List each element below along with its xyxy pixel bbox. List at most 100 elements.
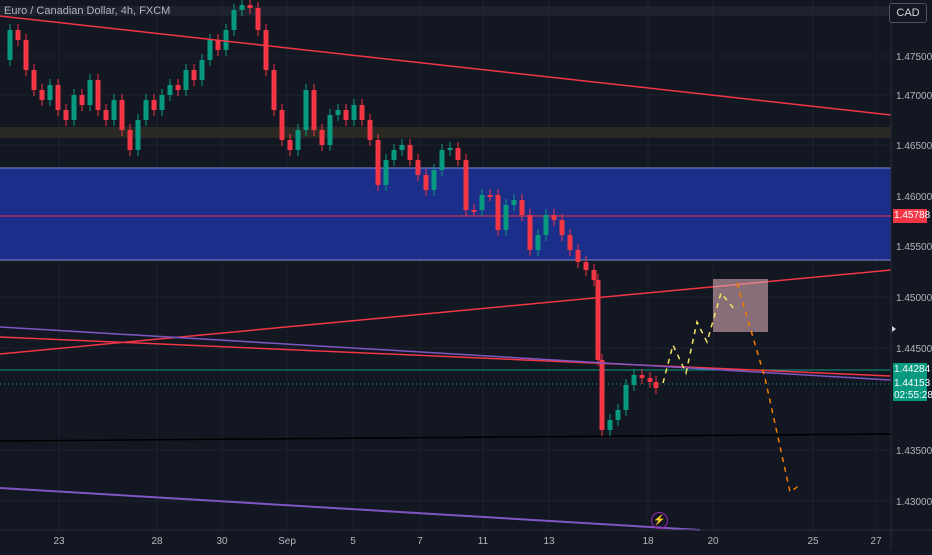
candle-body xyxy=(527,215,533,250)
candle-body xyxy=(119,100,125,130)
candle-body xyxy=(471,210,477,212)
candle-body xyxy=(343,110,349,120)
candle-body xyxy=(135,120,141,150)
time-tick-label: 25 xyxy=(807,536,819,547)
candle-body xyxy=(311,90,317,130)
candle-body xyxy=(23,40,29,70)
candles xyxy=(7,0,659,436)
candle-body xyxy=(199,60,205,80)
trendline-red-falling[interactable] xyxy=(0,336,892,377)
top-zone xyxy=(0,6,891,16)
candle-body xyxy=(159,95,165,110)
candle-body xyxy=(15,30,21,40)
candle-body xyxy=(567,235,573,250)
time-tick-label: 13 xyxy=(543,536,555,547)
price-tag-red: 1.45788 xyxy=(893,209,931,223)
target-box[interactable] xyxy=(713,279,768,332)
time-tick-label: 5 xyxy=(350,536,356,547)
price-tick-label: 1.45500 xyxy=(896,242,932,253)
candle-body xyxy=(399,145,405,150)
candle-body xyxy=(447,148,453,150)
candle-body xyxy=(623,385,629,410)
countdown-timer: 02:55:28 xyxy=(894,390,932,401)
flash-icon[interactable]: ⚡ xyxy=(651,512,668,529)
candle-body xyxy=(303,90,309,130)
candle-body xyxy=(255,8,261,30)
candle-body xyxy=(79,95,85,105)
candle-body xyxy=(519,200,525,215)
candle-body xyxy=(31,70,37,90)
candle-body xyxy=(607,420,613,430)
price-tick-label: 1.43500 xyxy=(896,446,932,457)
candle-body xyxy=(653,382,659,388)
price-tick-label: 1.44500 xyxy=(896,344,932,355)
trendline-purple-lower[interactable] xyxy=(0,487,701,531)
time-tick-label: 30 xyxy=(216,536,228,547)
candle-body xyxy=(535,235,541,250)
time-tick-label: 18 xyxy=(642,536,654,547)
candle-body xyxy=(151,100,157,110)
last-price-tag: 1.44153 02:55:28 xyxy=(893,377,932,401)
candle-body xyxy=(487,195,493,197)
candle-body xyxy=(71,95,77,120)
candle-body xyxy=(175,85,181,90)
candle-body xyxy=(215,40,221,50)
candle-body xyxy=(207,40,213,60)
time-tick-label: 28 xyxy=(151,536,163,547)
price-tick-label: 1.47500 xyxy=(896,52,932,63)
candle-body xyxy=(463,160,469,210)
candle-body xyxy=(279,110,285,140)
candle-body xyxy=(495,195,501,230)
price-tick-label: 1.46500 xyxy=(896,141,932,152)
blue-zone[interactable] xyxy=(0,168,891,260)
currency-button[interactable]: CAD xyxy=(889,3,927,23)
candle-body xyxy=(263,30,269,70)
candle-body xyxy=(143,100,149,120)
candle-body xyxy=(639,375,645,378)
candle-body xyxy=(595,280,601,360)
candle-body xyxy=(247,5,253,8)
candle-body xyxy=(63,110,69,120)
candle-body xyxy=(431,170,437,190)
candle-body xyxy=(383,160,389,185)
symbol-title[interactable]: Euro / Canadian Dollar, 4h, FXCM xyxy=(4,5,171,17)
scroll-arrow-icon[interactable] xyxy=(892,326,896,332)
candle-body xyxy=(103,110,109,120)
price-tag-green: 1.44284 xyxy=(893,363,931,377)
trendline-red-top[interactable] xyxy=(0,15,892,116)
projection-yellow[interactable] xyxy=(662,291,736,384)
price-tick-label: 1.46000 xyxy=(896,192,932,203)
support-line-black[interactable] xyxy=(0,433,892,442)
candle-body xyxy=(95,80,101,110)
candle-body xyxy=(359,105,365,120)
candle-body xyxy=(375,140,381,185)
time-tick-label: 7 xyxy=(417,536,423,547)
time-axis[interactable]: 23 28 30 Sep 5 7 11 13 18 20 25 27 xyxy=(53,536,882,547)
candle-body xyxy=(287,140,293,150)
candle-body xyxy=(39,90,45,100)
price-tick-label: 1.43000 xyxy=(896,497,932,508)
time-tick-label: 20 xyxy=(707,536,719,547)
time-tick-label: 11 xyxy=(478,536,489,547)
candle-body xyxy=(391,150,397,160)
candle-body xyxy=(167,85,173,95)
candle-body xyxy=(367,120,373,140)
candle-body xyxy=(271,70,277,110)
candle-body xyxy=(335,110,341,115)
trendline-purple-upper[interactable] xyxy=(0,326,892,381)
candle-body xyxy=(631,375,637,385)
candle-body xyxy=(423,175,429,190)
candle-body xyxy=(327,115,333,145)
candle-body xyxy=(7,30,13,60)
price-axis[interactable]: 1.47500 1.47000 1.46500 1.46000 1.45500 1.450… xyxy=(896,52,932,508)
candle-body xyxy=(583,262,589,270)
candle-body xyxy=(455,148,461,160)
candle-body xyxy=(479,195,485,210)
projection-orange[interactable] xyxy=(736,282,801,494)
candle-body xyxy=(239,5,245,10)
candle-body xyxy=(615,410,621,420)
candle-body xyxy=(591,270,597,280)
candle-body xyxy=(55,85,61,110)
